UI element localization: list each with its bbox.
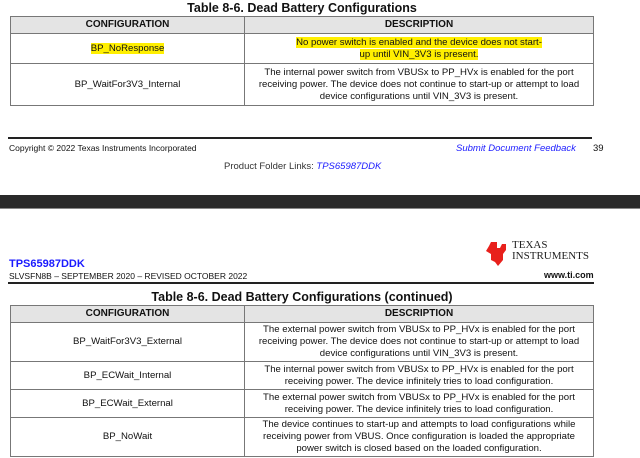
- table-row: BP_NoResponse No power switch is enabled …: [10, 33, 594, 64]
- config-cell: BP_NoWait: [10, 417, 245, 457]
- doc-id: SLVSFN8B – SEPTEMBER 2020 – REVISED OCTO…: [9, 271, 248, 281]
- ti-logo-icon: [485, 240, 509, 266]
- header-description: DESCRIPTION: [244, 305, 594, 323]
- page-number: 39: [593, 143, 604, 154]
- config-cell: BP_NoResponse: [90, 42, 165, 54]
- table-row: BP_WaitFor3V3_Internal The internal power…: [10, 63, 594, 106]
- header-configuration: CONFIGURATION: [10, 16, 245, 34]
- header-configuration: CONFIGURATION: [10, 305, 245, 323]
- description-cell: The device continues to start-up and att…: [244, 417, 594, 457]
- table-row: BP_ECWait_Internal The internal power swi…: [10, 361, 594, 390]
- config-cell: BP_WaitFor3V3_Internal: [10, 63, 245, 106]
- description-cell: The external power switch from VBUSx to …: [244, 389, 594, 418]
- dead-battery-table-continued: CONFIGURATION DESCRIPTION BP_WaitFor3V3_E…: [10, 305, 594, 457]
- description-cell: The external power switch from VBUSx to …: [244, 322, 594, 362]
- website: www.ti.com: [544, 270, 594, 280]
- table-title-continued: Table 8-6. Dead Battery Configurations (…: [151, 290, 453, 304]
- config-cell: BP_WaitFor3V3_External: [10, 322, 245, 362]
- footer-rule: [8, 137, 592, 139]
- header-description: DESCRIPTION: [244, 16, 594, 34]
- table-row: BP_NoWait The device continues to start-u…: [10, 417, 594, 457]
- table-row: BP_ECWait_External The external power swi…: [10, 389, 594, 418]
- description-cell: The internal power switch from VBUSx to …: [244, 361, 594, 390]
- description-cell: No power switch is enabled and the devic…: [296, 36, 542, 60]
- description-cell: The internal power switch from VBUSx to …: [244, 63, 594, 106]
- page-separator: [0, 195, 640, 209]
- header-rule: [8, 282, 594, 284]
- product-name: TPS65987DDK: [9, 258, 85, 270]
- ti-logo-text: TEXAS INSTRUMENTS: [512, 239, 590, 262]
- config-cell: BP_ECWait_External: [10, 389, 245, 418]
- config-cell: BP_ECWait_Internal: [10, 361, 245, 390]
- table-row: BP_WaitFor3V3_External The external power…: [10, 322, 594, 362]
- submit-feedback-link[interactable]: Submit Document Feedback: [456, 143, 576, 154]
- dead-battery-table: CONFIGURATION DESCRIPTION BP_NoResponse No…: [10, 16, 594, 106]
- product-links-label: Product Folder Links:: [224, 161, 314, 172]
- table-title: Table 8-6. Dead Battery Configurations: [187, 1, 417, 15]
- product-link[interactable]: TPS65987DDK: [316, 161, 382, 172]
- copyright: Copyright © 2022 Texas Instruments Incor…: [9, 143, 197, 153]
